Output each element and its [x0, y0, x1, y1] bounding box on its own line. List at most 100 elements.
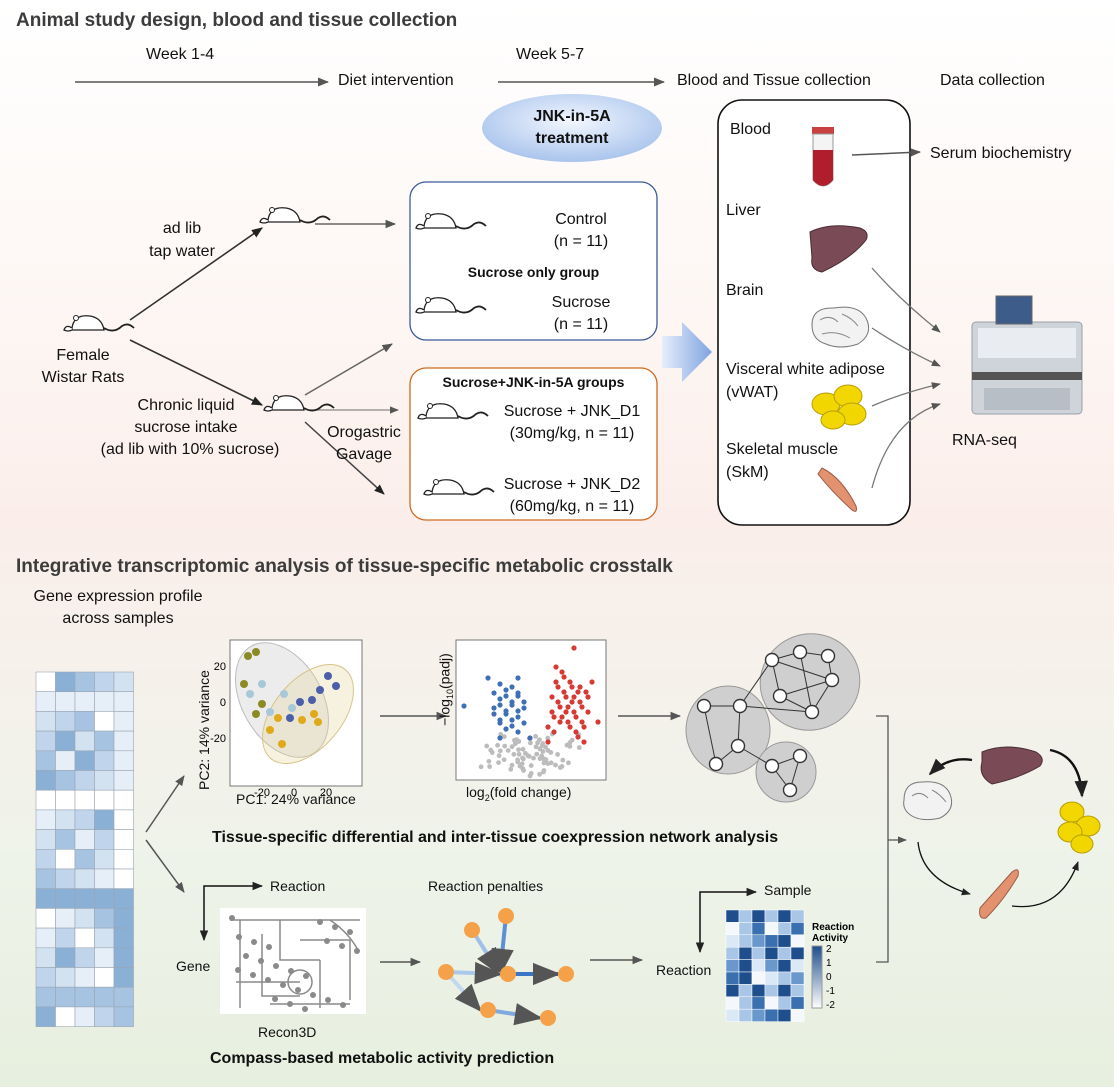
heatmap-cell [74, 908, 95, 929]
heatmap-cell [113, 848, 134, 870]
heatmap-cell [113, 789, 134, 811]
tissue-vwat-1: Visceral white adipose [726, 361, 885, 378]
network-node [730, 738, 746, 754]
heatmap-cell [35, 730, 56, 752]
pca-point [244, 652, 252, 660]
volcano-point-up [583, 689, 589, 695]
heatmap-cell [113, 927, 134, 949]
rat-icon [415, 213, 487, 230]
recon3d-path [279, 920, 320, 961]
heatmap-cell [35, 829, 56, 850]
volcano-point-up [581, 739, 587, 745]
volcano-point-up [551, 729, 557, 735]
network-edge [739, 705, 813, 713]
network-edge [779, 679, 833, 697]
volcano-point-ns [540, 749, 546, 754]
female-label-1: Female [56, 347, 110, 364]
volcano-point-ns [487, 764, 493, 769]
chronic-label-1: Chronic liquid [137, 397, 235, 414]
pca-xlabel: PC1: 24% variance [236, 791, 356, 807]
serum-label: Serum biochemistry [930, 145, 1072, 162]
volcano-point-down [491, 711, 497, 717]
pca-point [310, 710, 318, 718]
volcano-point-ns [486, 758, 492, 764]
activity-cell [764, 1008, 779, 1022]
volcano-point-ns [533, 744, 539, 750]
volcano-plot [455, 639, 607, 781]
recon3d-node [258, 958, 264, 964]
volcano-point-up [585, 694, 591, 700]
heatmap-cell [113, 967, 134, 988]
heatmap-cell [113, 888, 134, 909]
recon3d-node [287, 1001, 293, 1007]
heatmap-cell [55, 691, 76, 712]
activity-cell [764, 934, 779, 948]
volcano-point-ns [543, 757, 549, 763]
heatmap-cell [35, 888, 56, 909]
volcano-point-up [551, 714, 557, 720]
volcano-frame [455, 639, 607, 781]
volcano-point-down [527, 735, 533, 741]
heatmap-cell [74, 986, 95, 1008]
activity-cell [777, 946, 792, 960]
activity-cell [777, 971, 792, 985]
activity-cell [738, 971, 753, 985]
recon3d-node [273, 963, 279, 969]
heatmap-cell [113, 671, 134, 693]
network-edge [703, 705, 717, 765]
volcano-xlabel: log2(fold change) [466, 784, 572, 803]
volcano-point-ns [545, 735, 551, 741]
volcano-point-ns [555, 752, 561, 757]
pca-xtick: -20 [254, 787, 270, 799]
heatmap-cell [74, 671, 95, 693]
activity-legend-tick: -2 [826, 1000, 835, 1011]
volcano-point-down [503, 726, 509, 732]
activity-cell [738, 909, 753, 923]
activity-cell [738, 984, 753, 998]
heatmap-cell [94, 888, 115, 909]
heatmap-cell [35, 809, 56, 830]
heatmap-cell [113, 691, 134, 712]
activity-cell [764, 984, 779, 998]
volcano-point-up [569, 699, 575, 705]
heatmap-cell [94, 908, 115, 929]
heatmap-cell [35, 908, 56, 929]
volcano-point-down [497, 702, 503, 708]
volcano-point-up [563, 694, 569, 700]
network-edge [799, 651, 813, 713]
sucrose-only-header: Sucrose only group [467, 264, 600, 280]
volcano-point-ns [537, 771, 542, 777]
activity-cell [751, 984, 766, 998]
recon3d-node [340, 1002, 346, 1008]
activity-cell [738, 959, 753, 973]
pca-point [296, 698, 304, 706]
recon3d-map [220, 908, 366, 1014]
liver-icon [980, 746, 1043, 785]
heatmap-cell [113, 1006, 134, 1027]
volcano-point-ns [501, 734, 507, 740]
volcano-point-ns [508, 766, 514, 772]
pca-point [324, 672, 332, 680]
heatmap-cell [55, 1006, 76, 1027]
heatmap-cell [94, 986, 115, 1008]
volcano-point-ns [496, 753, 502, 759]
activity-cell [777, 984, 792, 998]
volcano-point-ns [519, 761, 525, 767]
volcano-point-up [595, 719, 601, 725]
heatmap-cell [74, 711, 95, 732]
volcano-point-ns [535, 740, 540, 746]
rat-icon [263, 395, 335, 412]
activity-cell [725, 971, 740, 985]
activity-cell [790, 1008, 805, 1022]
heatmap-cell [94, 671, 115, 693]
gene-expr-label-2: across samples [62, 610, 174, 627]
heatmap-cell [35, 691, 56, 712]
volcano-point-up [573, 714, 579, 720]
jnk-d2-label-2: (60mg/kg, n = 11) [509, 498, 635, 515]
heatmap-cell [74, 1006, 95, 1027]
pca-point [316, 686, 324, 694]
recon3d-node [272, 996, 278, 1002]
volcano-point-down [515, 729, 521, 735]
reaction-left-label: Reaction [656, 962, 712, 978]
volcano-point-up [553, 664, 559, 670]
